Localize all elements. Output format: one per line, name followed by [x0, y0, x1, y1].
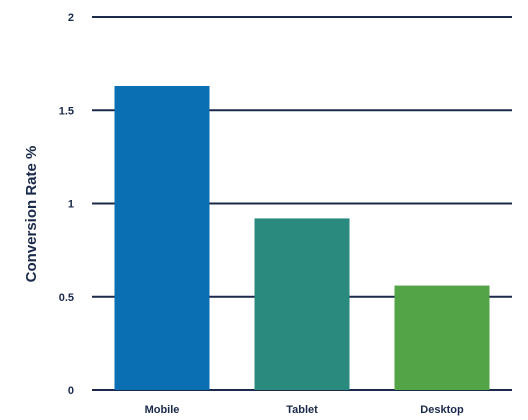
bar-desktop: [394, 285, 490, 390]
bar-mobile: [114, 86, 210, 390]
bars: [114, 86, 490, 390]
y-tick-labels: 0 0.5 1 1.5 2: [59, 12, 74, 397]
bar-tablet: [254, 218, 350, 390]
y-tick-label: 2: [68, 12, 74, 24]
x-tick-label-mobile: Mobile: [145, 404, 180, 416]
y-axis-title: Conversion Rate %: [23, 146, 40, 283]
x-tick-labels: Mobile Tablet Desktop: [145, 404, 464, 416]
y-tick-label: 1.5: [59, 105, 74, 117]
x-tick-label-tablet: Tablet: [286, 404, 318, 416]
y-tick-label: 1: [68, 199, 74, 211]
x-tick-label-desktop: Desktop: [420, 404, 464, 416]
y-tick-label: 0: [68, 385, 74, 397]
y-tick-label: 0.5: [59, 292, 74, 304]
